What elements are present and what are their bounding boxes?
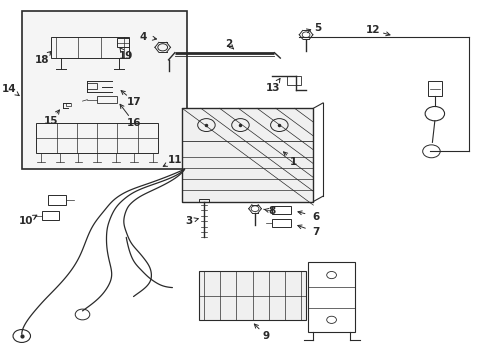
Bar [271, 220, 291, 227]
Text: 18: 18 [35, 55, 49, 65]
Text: 7: 7 [311, 227, 319, 237]
Bar [116, 39, 128, 47]
Bar [427, 81, 441, 96]
Bar [271, 206, 291, 214]
Bar [87, 83, 97, 89]
Bar [36, 123, 158, 153]
Bar [48, 195, 65, 205]
Text: 13: 13 [265, 83, 280, 93]
Text: 3: 3 [185, 216, 193, 226]
Text: 1: 1 [290, 157, 297, 167]
Text: 9: 9 [262, 331, 269, 341]
Bar [182, 108, 313, 202]
Text: 16: 16 [127, 118, 142, 128]
Text: 2: 2 [224, 39, 231, 49]
Bar [286, 76, 301, 85]
Bar [51, 37, 128, 58]
Text: 10: 10 [19, 216, 33, 226]
Bar [42, 211, 59, 220]
Bar [97, 96, 116, 103]
Bar [308, 262, 354, 332]
Text: 11: 11 [167, 155, 182, 165]
Text: 19: 19 [119, 51, 133, 61]
Bar [22, 12, 186, 169]
Text: 5: 5 [314, 23, 321, 33]
Bar [65, 103, 71, 106]
Text: 12: 12 [365, 25, 379, 35]
Text: 14: 14 [2, 84, 17, 94]
Text: 15: 15 [43, 116, 58, 126]
Bar [199, 271, 305, 320]
Text: 4: 4 [139, 32, 147, 41]
Text: 6: 6 [311, 212, 319, 221]
Bar [199, 199, 208, 202]
Text: 8: 8 [268, 206, 275, 216]
Text: 17: 17 [127, 97, 142, 107]
